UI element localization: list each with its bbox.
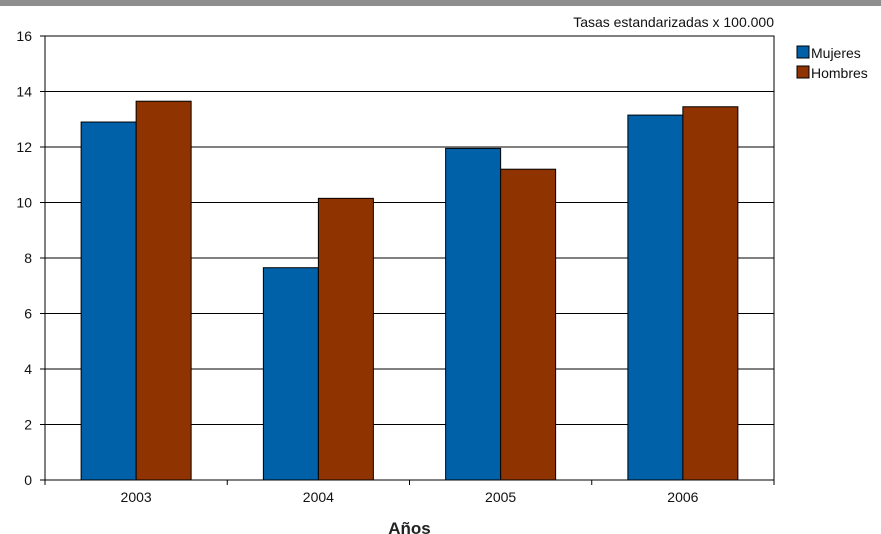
bar-hombres-2005 [500,168,557,481]
x-tick-label: 2003 [121,489,152,505]
y-tick-label: 0 [24,472,32,488]
bar-hombres-2004 [317,197,374,481]
y-axis-ticks: 0 2 4 6 8 10 12 14 16 [16,28,45,488]
legend: Mujeres Hombres [796,45,868,81]
legend-swatch-mujeres [796,45,810,59]
bar-mujeres-2003 [80,121,137,481]
units-annotation: Tasas estandarizadas x 100.000 [573,14,774,30]
y-tick-label: 16 [16,28,32,44]
x-tick-label: 2004 [303,489,334,505]
bar-mujeres-2006 [627,114,684,481]
x-axis-ticks: 2003 2004 2005 2006 [44,480,775,505]
y-tick-label: 10 [16,195,32,211]
y-tick-label: 6 [24,306,32,322]
legend-swatch-hombres [796,65,810,79]
bar-hombres-2006 [682,106,739,481]
bar-hombres-2003 [135,100,192,481]
x-tick-label: 2005 [485,489,516,505]
legend-label-mujeres: Mujeres [811,45,861,61]
y-tick-label: 8 [24,250,32,266]
top-border-bar [0,0,881,6]
y-tick-label: 12 [16,139,32,155]
y-tick-label: 14 [16,84,32,100]
legend-label-hombres: Hombres [811,65,868,81]
y-tick-label: 2 [24,417,32,433]
bars [80,100,739,481]
y-tick-label: 4 [24,361,32,377]
x-tick-label: 2006 [667,489,698,505]
bar-mujeres-2004 [262,267,319,481]
x-axis-title: Años [388,519,431,534]
bar-mujeres-2005 [445,147,502,481]
